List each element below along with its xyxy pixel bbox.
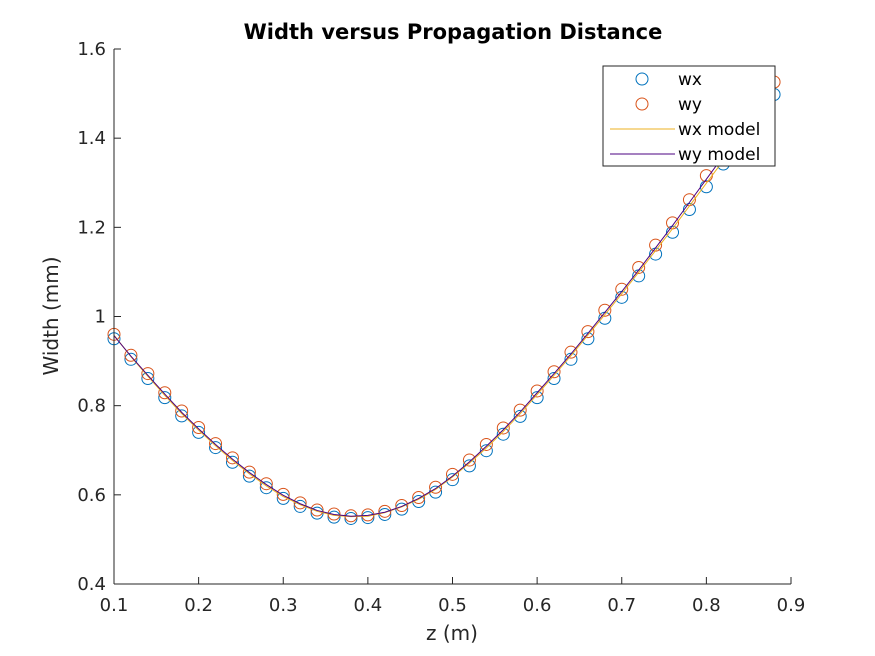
data-point-wy [564,345,578,359]
data-point-wy [158,386,172,400]
data-point-wy [429,480,443,494]
x-tick-label: 0.3 [269,595,298,616]
x-tick-label: 0.7 [607,595,636,616]
x-tick-label: 0.6 [523,595,552,616]
legend-label-wx-model: wx model [678,120,760,140]
legend-label-wy-model: wy model [678,145,760,165]
data-point-wy [513,403,527,417]
data-point-wx [547,371,561,385]
data-point-wx [361,511,375,525]
x-tick-label: 0.1 [100,595,129,616]
axes: 0.1 0.2 0.3 0.4 0.5 0.6 0.7 0.8 0.9 0.4 0.6 0.8 1 1.… [77,39,805,616]
y-ticks: 0.4 0.6 0.8 1 1.2 1.4 1.6 [77,39,121,595]
data-point-wy [242,465,256,479]
data-point-wy [192,421,206,435]
y-tick-label: 0.6 [77,485,106,506]
data-point-wx [496,427,510,441]
data-point-wx [242,469,256,483]
data-point-wx [259,481,273,495]
data-point-wx [344,511,358,525]
x-tick-label: 0.4 [354,595,383,616]
legend-entries: wx wy wx model wy model [610,70,760,165]
data-point-wx [378,507,392,521]
series-wx-model [113,90,775,518]
data-point-wy [598,303,612,317]
y-tick-label: 1.2 [77,217,106,238]
data-point-wy [141,367,155,381]
y-tick-label: 1 [95,307,106,328]
data-point-wx [175,409,189,423]
chart-title: Width versus Propagation Distance [244,20,663,44]
data-point-wx [513,409,527,423]
x-tick-label: 0.8 [692,595,721,616]
data-point-wy [530,384,544,398]
series-line-wx-model [113,90,775,518]
data-point-wx [530,391,544,405]
x-tick-label: 0.9 [777,595,806,616]
data-point-wy [462,453,476,467]
data-point-wx [446,473,459,487]
data-point-wy [547,365,561,379]
x-ticks: 0.1 0.2 0.3 0.4 0.5 0.6 0.7 0.8 0.9 [100,577,806,616]
data-point-wx [192,425,206,439]
legend-label-wy: wy [678,95,702,115]
data-point-wx [462,459,476,473]
legend: wx wy wx model wy model [602,65,776,167]
data-point-wy [581,325,595,339]
data-point-wy [378,504,392,518]
y-tick-label: 1.4 [77,128,106,149]
data-point-wy [175,404,189,418]
data-point-wy [632,260,646,274]
data-point-wy [395,499,409,513]
data-point-wy [209,437,223,451]
y-tick-label: 0.8 [77,396,106,417]
data-point-wy [615,282,629,296]
data-point-wy [412,491,426,505]
data-point-wx [225,455,239,469]
data-point-wy [293,496,307,510]
series-line-wy-model [113,85,775,517]
x-axis-label: z (m) [426,621,478,645]
data-point-wy [124,348,138,362]
legend-box [602,65,776,167]
data-point-wx [124,352,138,366]
data-point-wx [682,203,696,216]
data-point-wy [276,487,290,501]
data-point-wy [225,451,239,465]
data-point-wy [479,437,493,451]
x-tick-label: 0.2 [184,595,213,616]
data-point-wx [327,510,341,524]
data-point-wx [141,371,155,385]
legend-marker-wy [635,97,649,111]
legend-marker-wx [635,72,649,86]
y-tick-label: 0.4 [77,574,106,595]
series-layer [107,75,781,525]
legend-label-wx: wx [678,70,702,90]
y-tick-label: 1.6 [77,39,106,60]
data-point-wx [479,444,493,458]
y-axis-label: Width (mm) [39,256,63,375]
data-point-wx [209,441,223,455]
data-point-wx [158,391,172,405]
series-wy-model [113,85,775,517]
data-point-wy [310,503,324,517]
data-point-wy [259,477,273,491]
data-point-wy [446,467,459,481]
x-tick-label: 0.5 [438,595,467,616]
data-point-wy [496,421,510,435]
